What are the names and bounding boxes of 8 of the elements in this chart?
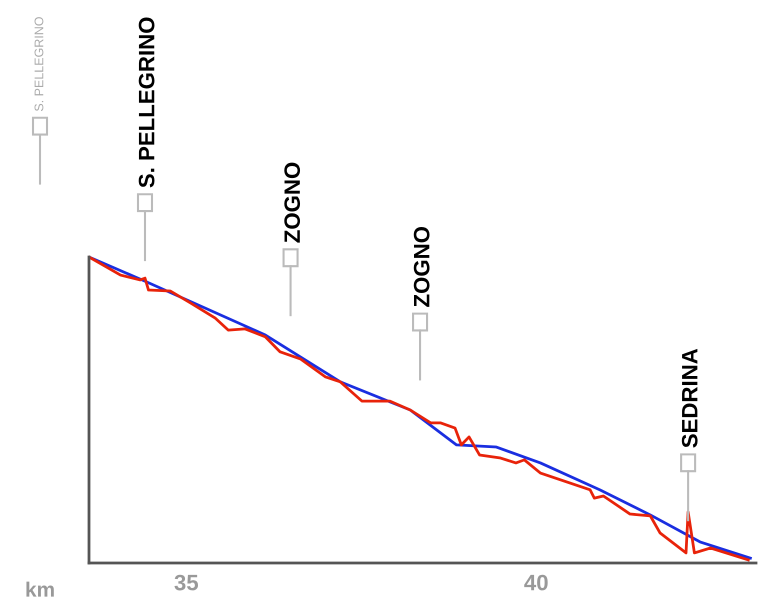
- text: ZOGNO: [284, 162, 300, 243]
- text: S. PELLEGRINO: [34, 17, 44, 112]
- annotation: SEDRINA: [682, 348, 698, 448]
- text: S. PELLEGRINO: [138, 17, 154, 188]
- annotation: ZOGNO: [414, 226, 430, 307]
- x-tick-label: 40: [524, 574, 548, 590]
- x-tick-label: 35: [174, 574, 198, 590]
- x-axis-title: km: [26, 582, 54, 597]
